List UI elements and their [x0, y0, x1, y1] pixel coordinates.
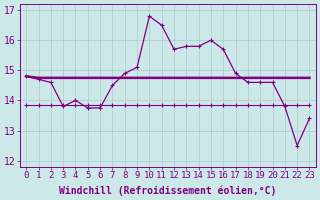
X-axis label: Windchill (Refroidissement éolien,°C): Windchill (Refroidissement éolien,°C) [59, 185, 276, 196]
